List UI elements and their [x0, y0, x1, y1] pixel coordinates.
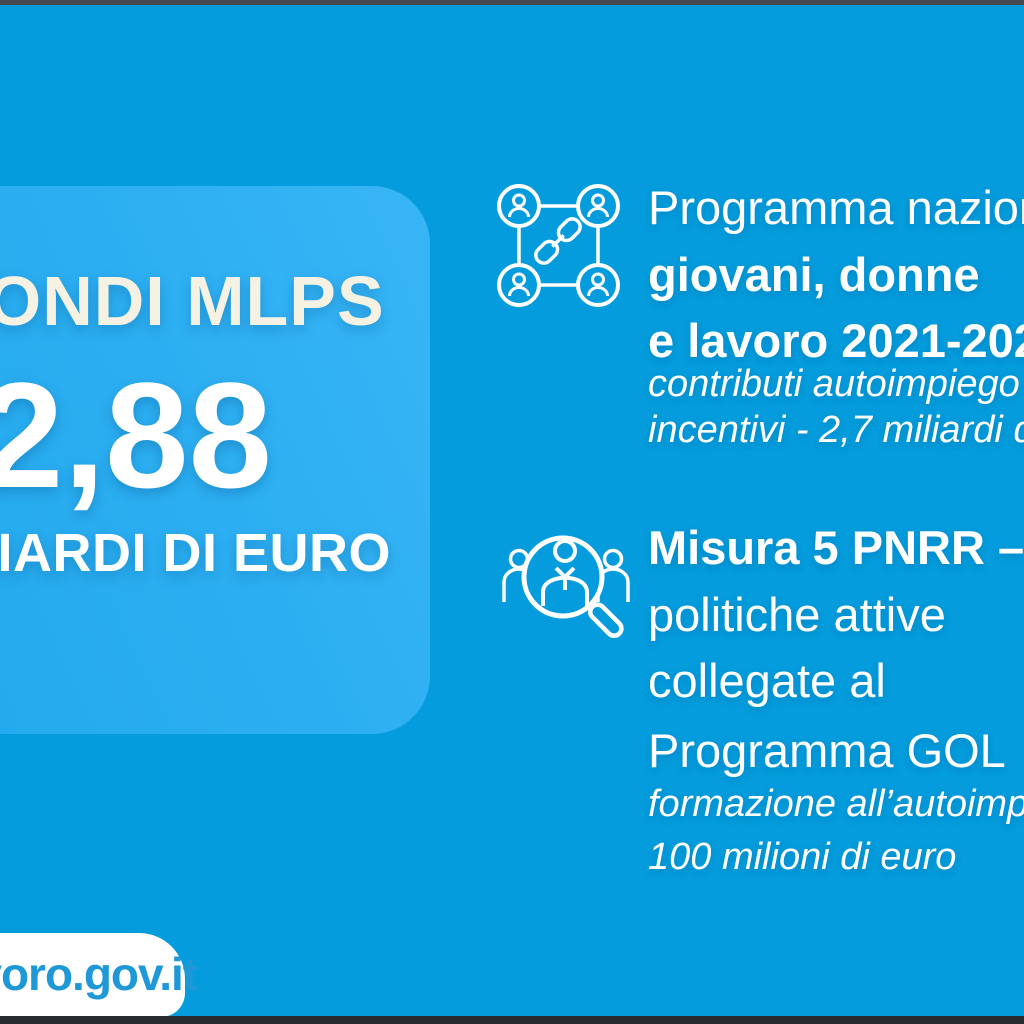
section2-detail-line1: formazione all’autoimprenditorialità — [648, 783, 1024, 825]
section2-title-line3: collegate al — [648, 654, 886, 707]
section1-detail-line2: incentivi - 2,7 miliardi di euro — [648, 409, 1024, 451]
bottom-letterbox-bar — [0, 1016, 1024, 1024]
panel-title: FONDI MLPS — [0, 262, 385, 340]
site-badge[interactable]: lavoro.gov.it — [0, 933, 198, 1017]
section1-title-line2: giovani, donne — [648, 248, 980, 301]
section2-title-line2: politiche attive — [648, 588, 946, 641]
section2-detail-line2: 100 milioni di euro — [648, 836, 957, 878]
linked-people-network-icon — [492, 178, 624, 315]
section2-title-line1: Misura 5 PNRR – — [648, 521, 1024, 574]
top-letterbox-bar — [0, 0, 1024, 5]
people-search-magnifier-icon — [496, 522, 640, 667]
panel-unit: MILIARDI DI EURO — [0, 523, 391, 583]
section1-title-line3: e lavoro 2021-2027 — [648, 314, 1024, 367]
section2-title-line4: Programma GOL — [648, 724, 1006, 777]
panel-amount: 2,88 — [0, 351, 272, 519]
site-url[interactable]: lavoro.gov.it — [0, 948, 198, 1000]
funds-panel: FONDI MLPS 2,88 MILIARDI DI EURO — [0, 186, 430, 734]
section1-title-line1: Programma nazionale — [648, 181, 1024, 234]
section1-detail-line1: contributi autoimpiego e — [648, 363, 1024, 405]
